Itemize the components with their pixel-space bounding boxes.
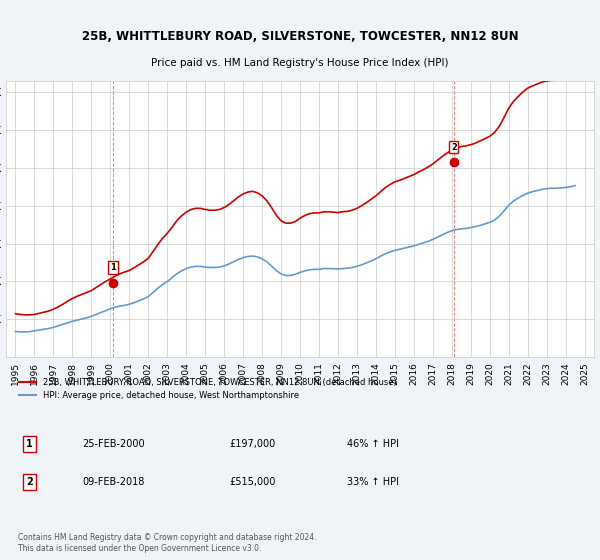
Text: Price paid vs. HM Land Registry's House Price Index (HPI): Price paid vs. HM Land Registry's House … [151,58,449,68]
Text: 25-FEB-2000: 25-FEB-2000 [82,439,145,449]
Text: £515,000: £515,000 [229,478,276,487]
Text: 1: 1 [26,439,33,449]
Text: Contains HM Land Registry data © Crown copyright and database right 2024.
This d: Contains HM Land Registry data © Crown c… [18,534,316,553]
Text: 2: 2 [451,142,457,152]
Text: 25B, WHITTLEBURY ROAD, SILVERSTONE, TOWCESTER, NN12 8UN: 25B, WHITTLEBURY ROAD, SILVERSTONE, TOWC… [82,30,518,43]
Text: 09-FEB-2018: 09-FEB-2018 [82,478,145,487]
Text: 33% ↑ HPI: 33% ↑ HPI [347,478,399,487]
Text: 2: 2 [26,478,33,487]
Legend: 25B, WHITTLEBURY ROAD, SILVERSTONE, TOWCESTER, NN12 8UN (detached house), HPI: A: 25B, WHITTLEBURY ROAD, SILVERSTONE, TOWC… [16,375,400,404]
Text: 46% ↑ HPI: 46% ↑ HPI [347,439,399,449]
Text: 1: 1 [110,263,116,272]
Text: £197,000: £197,000 [229,439,275,449]
